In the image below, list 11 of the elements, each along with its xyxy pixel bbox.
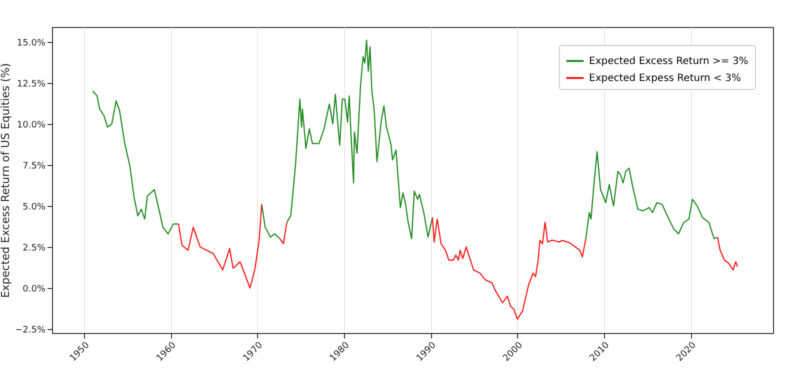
y-tick-label: 5.0% xyxy=(22,202,46,212)
y-tick-label: 10.0% xyxy=(16,120,46,130)
y-tick-label: 12.5% xyxy=(16,79,46,90)
legend-label: Expected Excess Return >= 3% xyxy=(589,56,748,67)
y-axis-title: Expected Excess Return of US Equities (%) xyxy=(0,63,12,298)
y-tick-label: −2.5% xyxy=(15,326,46,336)
y-tick-label: 15.0% xyxy=(16,38,46,48)
y-tick-label: 7.5% xyxy=(22,161,46,172)
legend-label: Expected Expess Return < 3% xyxy=(589,73,741,84)
y-tick-label: 2.5% xyxy=(22,243,46,254)
y-tick-label: 0.0% xyxy=(22,284,46,295)
